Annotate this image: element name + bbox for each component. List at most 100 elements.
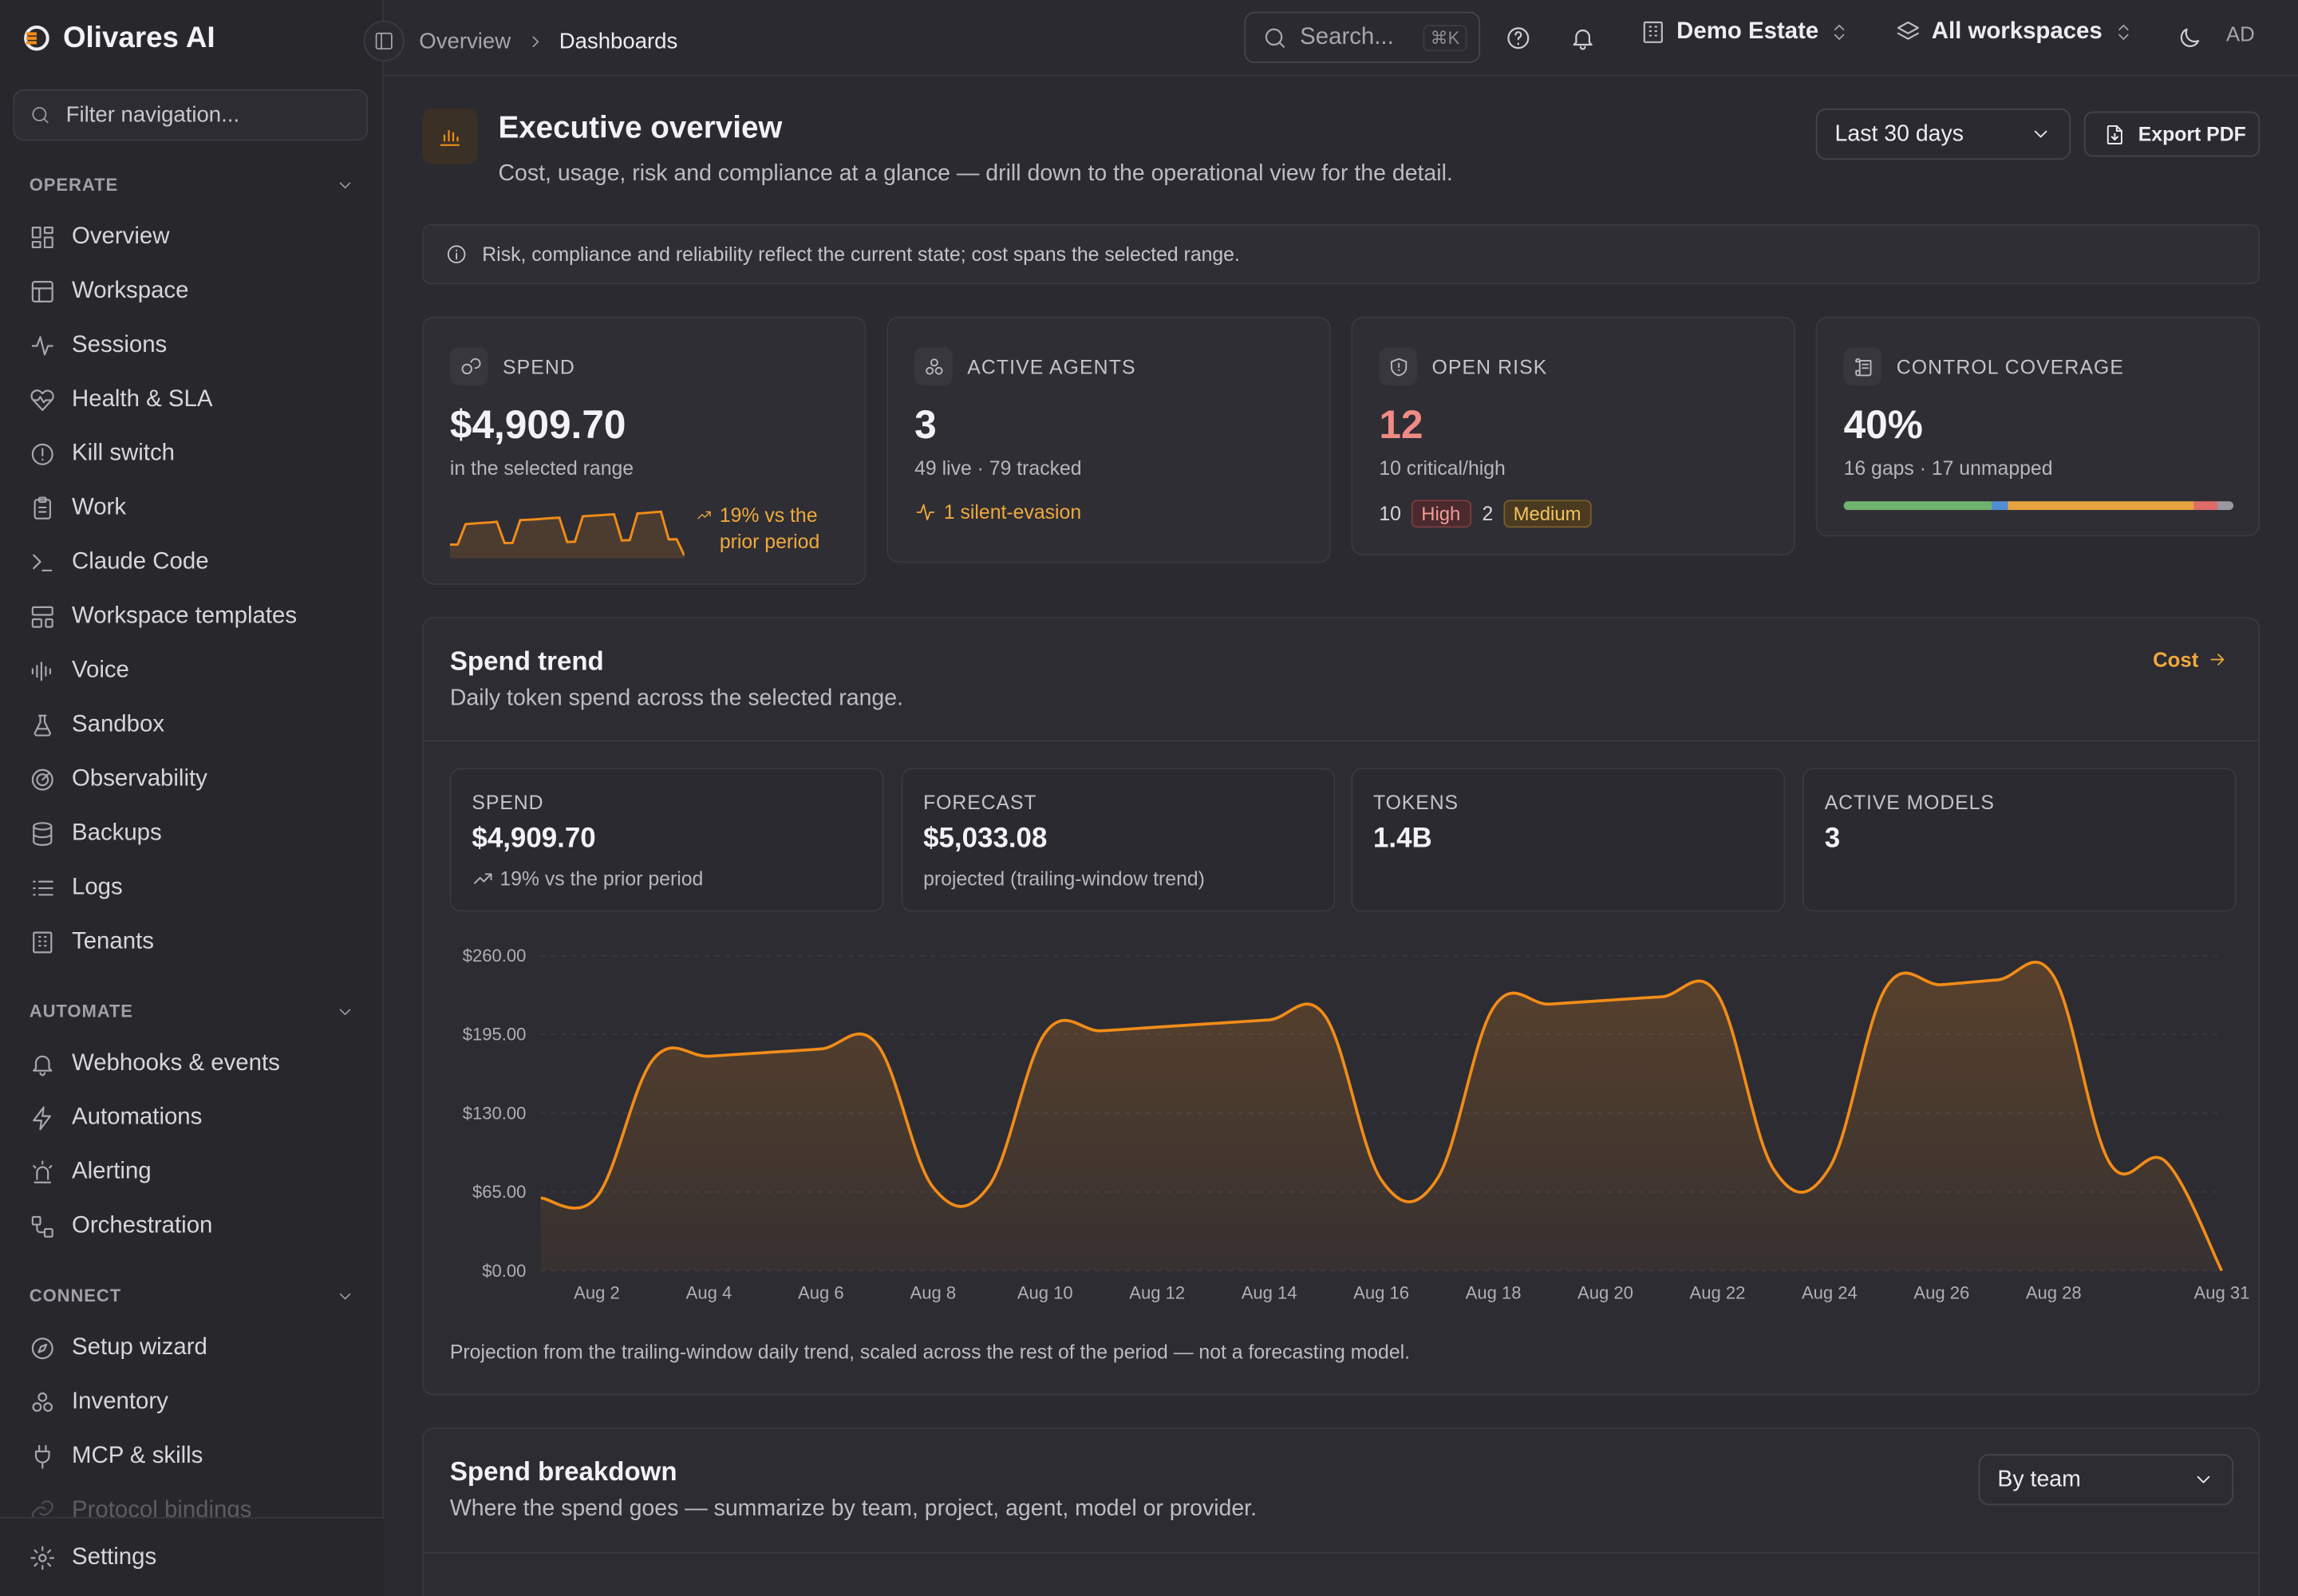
filter-navigation[interactable] xyxy=(13,89,369,141)
boxes-icon xyxy=(914,347,953,386)
nav-label: Webhooks & events xyxy=(71,1050,280,1077)
nav-label: Inventory xyxy=(71,1389,168,1415)
sidebar-item-workspace[interactable]: Workspace xyxy=(30,271,359,312)
kpi-spend-card[interactable]: SPEND $4,909.70 in the selected range 19… xyxy=(421,316,867,585)
group-by-select[interactable]: By team xyxy=(1978,1454,2234,1506)
data-point xyxy=(1265,1016,1273,1025)
sidebar-item-inventory[interactable]: Inventory xyxy=(30,1382,359,1423)
sidebar-item-setup-wizard[interactable]: Setup wizard xyxy=(30,1328,359,1369)
help-button[interactable] xyxy=(1505,25,1531,51)
risk-breakdown: 10 High 2 Medium xyxy=(1379,500,1592,528)
org-selector[interactable]: Demo Estate xyxy=(1640,19,1850,45)
list-icon xyxy=(33,880,53,896)
sidebar-item-alerting[interactable]: Alerting xyxy=(30,1152,359,1193)
nav-label: Sandbox xyxy=(71,712,165,737)
group-by-value: By team xyxy=(1997,1466,2081,1491)
workspace-name: All workspaces xyxy=(1931,18,2103,45)
y-tick-label: $65.00 xyxy=(472,1182,526,1202)
cost-link[interactable]: Cost xyxy=(2153,648,2228,671)
data-point xyxy=(929,1183,938,1191)
stat-active-models: ACTIVE MODELS 3 xyxy=(1802,768,2237,912)
coverage-segment xyxy=(1992,501,2008,511)
sidebar-item-voice[interactable]: Voice xyxy=(30,650,359,691)
kpi-value: $4,909.70 xyxy=(449,403,626,448)
x-tick-label: Aug 22 xyxy=(1690,1282,1746,1302)
page-title: Executive overview xyxy=(498,111,783,145)
nav-label: Logs xyxy=(71,875,123,900)
data-point xyxy=(2162,1157,2170,1166)
spend-trend-chart: $260.00 $195.00 $130.00 $65.00 $0.00 Aug 2 Aug… xyxy=(463,946,2250,1302)
nav-label: Backups xyxy=(71,820,162,846)
chevrons-up-down-icon xyxy=(2118,24,2128,40)
building-icon xyxy=(1643,21,1663,43)
sidebar-item-automations[interactable]: Automations xyxy=(30,1098,359,1139)
date-range-value: Last 30 days xyxy=(1834,120,1964,146)
collapse-sidebar-button[interactable] xyxy=(363,20,405,62)
stat-sub-text: 19% vs the prior period xyxy=(499,867,704,890)
kpi-coverage-card[interactable]: CONTROL COVERAGE 40% 16 gaps · 17 unmapp… xyxy=(1815,316,2260,537)
nav-label: Sessions xyxy=(71,332,168,358)
filter-navigation-input[interactable] xyxy=(65,102,345,128)
data-point xyxy=(1825,1163,1834,1172)
stat-label: ACTIVE MODELS xyxy=(1824,791,1995,814)
sidebar-item-logs[interactable]: Logs xyxy=(30,867,359,908)
silent-evasion-alert[interactable]: 1 silent-evasion xyxy=(914,501,1081,523)
sidebar-item-tenants[interactable]: Tenants xyxy=(30,922,359,962)
sidebar-item-webhooks[interactable]: Webhooks & events xyxy=(30,1044,359,1084)
theme-toggle[interactable] xyxy=(2176,25,2202,51)
medium-badge[interactable]: Medium xyxy=(1502,500,1592,528)
breadcrumb-overview[interactable]: Overview xyxy=(419,28,511,54)
coverage-segment xyxy=(2217,501,2234,511)
gear-icon xyxy=(30,1546,55,1570)
workflow-icon xyxy=(31,1215,53,1238)
kpi-agents-card[interactable]: ACTIVE AGENTS 3 49 live · 79 tracked 1 s… xyxy=(886,316,1331,563)
section-operate[interactable]: OPERATE xyxy=(30,175,355,195)
data-point xyxy=(592,1192,601,1201)
x-tick-label: Aug 14 xyxy=(1242,1282,1297,1302)
data-point xyxy=(1937,980,1946,989)
data-point xyxy=(705,1052,713,1061)
arrow-right-icon xyxy=(2210,654,2225,666)
brand[interactable]: Olivares AI xyxy=(22,18,215,58)
sidebar-item-workspace-templates[interactable]: Workspace templates xyxy=(30,597,359,638)
sidebar-item-health-sla[interactable]: Health & SLA xyxy=(30,380,359,421)
sidebar-item-settings[interactable]: Settings xyxy=(30,1538,359,1578)
export-pdf-button[interactable]: Export PDF xyxy=(2083,111,2260,157)
avatar[interactable]: AD xyxy=(2225,22,2255,45)
section-connect[interactable]: CONNECT xyxy=(30,1286,355,1306)
sidebar-item-sessions[interactable]: Sessions xyxy=(30,326,359,366)
sidebar-item-sandbox[interactable]: Sandbox xyxy=(30,705,359,745)
nav-label: Overview xyxy=(71,224,170,250)
kpi-delta: 19% vs the prior period xyxy=(696,503,836,555)
data-point xyxy=(1040,1029,1049,1037)
section-automate[interactable]: AUTOMATE xyxy=(30,1001,355,1021)
data-point xyxy=(2217,1266,2226,1275)
notifications-button[interactable] xyxy=(1570,25,1596,51)
sidebar-item-orchestration[interactable]: Orchestration xyxy=(30,1207,359,1247)
alert-circle-icon xyxy=(31,443,53,465)
sidebar-item-kill-switch[interactable]: Kill switch xyxy=(30,434,359,475)
sidebar-item-mcp-skills[interactable]: MCP & skills xyxy=(30,1436,359,1477)
sidebar-item-claude-code[interactable]: Claude Code xyxy=(30,543,359,583)
kpi-risk-card[interactable]: OPEN RISK 12 10 critical/high 10 High 2 … xyxy=(1351,316,1795,556)
workspace-selector[interactable]: All workspaces xyxy=(1895,19,2133,45)
date-range-select[interactable]: Last 30 days xyxy=(1815,108,2071,160)
sidebar-item-overview[interactable]: Overview xyxy=(30,217,359,258)
x-tick-label: Aug 8 xyxy=(910,1282,957,1302)
medium-count: 2 xyxy=(1482,502,1494,525)
sidebar-item-observability[interactable]: Observability xyxy=(30,759,359,800)
plug-icon xyxy=(34,1444,50,1469)
sidebar-footer: Settings xyxy=(0,1516,385,1596)
search-shortcut: ⌘K xyxy=(1423,24,1467,51)
sidebar-item-backups[interactable]: Backups xyxy=(30,813,359,854)
chevron-down-icon xyxy=(2034,130,2047,138)
section-label: CONNECT xyxy=(29,1285,122,1306)
high-badge[interactable]: High xyxy=(1411,500,1471,528)
search-box[interactable]: Search... ⌘K xyxy=(1244,11,1481,63)
spend-breakdown-panel: Spend breakdown Where the spend goes — s… xyxy=(421,1427,2260,1596)
layers-icon xyxy=(1897,21,1919,40)
sidebar-item-work[interactable]: Work xyxy=(30,488,359,529)
stat-label: TOKENS xyxy=(1372,791,1459,814)
panel-left-icon xyxy=(375,32,393,49)
export-label: Export PDF xyxy=(2138,123,2246,145)
